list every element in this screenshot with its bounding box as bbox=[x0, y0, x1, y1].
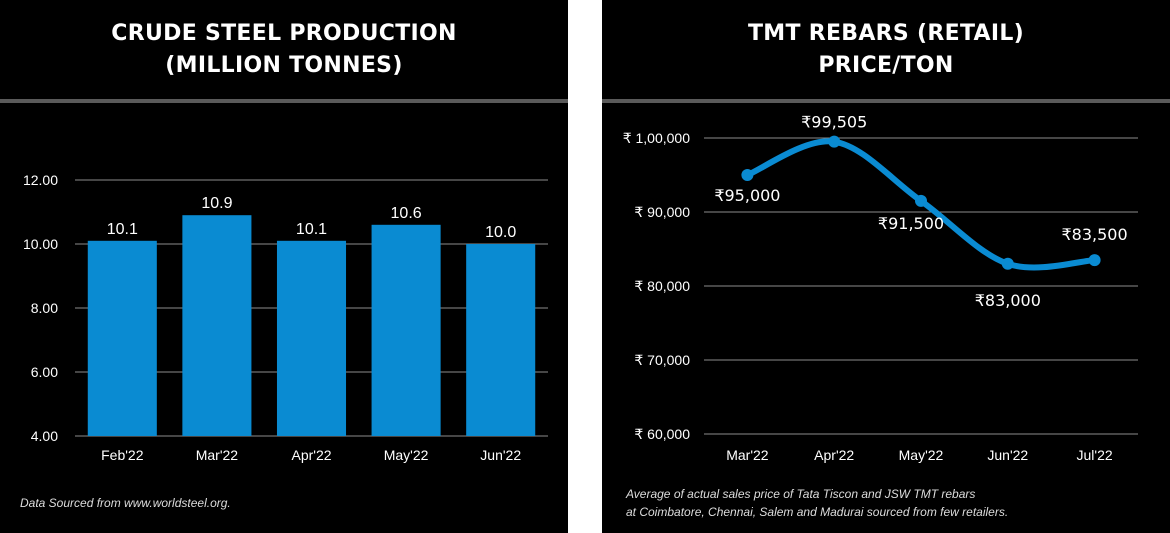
bar-value-label: 10.0 bbox=[485, 224, 516, 241]
price-value-label: ₹83,000 bbox=[975, 291, 1041, 310]
y-tick-label: 8.00 bbox=[31, 300, 58, 316]
chart-title-line-2: PRICE/TON bbox=[818, 53, 954, 78]
price-point bbox=[1088, 254, 1101, 267]
bar-value-label: 10.1 bbox=[107, 221, 138, 238]
bar bbox=[182, 215, 252, 436]
x-tick-label: Apr'22 bbox=[814, 447, 854, 463]
x-tick-label: Jun'22 bbox=[480, 447, 521, 463]
price-point bbox=[915, 194, 927, 207]
price-point bbox=[828, 135, 841, 148]
x-tick-label: May'22 bbox=[899, 447, 944, 463]
header-divider bbox=[602, 99, 1170, 103]
price-value-label: ₹95,000 bbox=[714, 186, 780, 205]
tmt-rebar-panel: TMT REBARS (RETAIL) PRICE/TON ₹ 60,000 ₹ … bbox=[602, 0, 1170, 533]
x-tick-label: Apr'22 bbox=[291, 447, 331, 463]
y-tick-label: ₹ 80,000 bbox=[634, 278, 690, 294]
y-tick-label: ₹ 70,000 bbox=[634, 352, 690, 368]
bar bbox=[466, 244, 536, 436]
price-source-note-line-2: at Coimbatore, Chennai, Salem and Madura… bbox=[626, 505, 1009, 519]
price-source-note-line-1: Average of actual sales price of Tata Ti… bbox=[626, 487, 976, 501]
y-tick-label: ₹ 1,00,000 bbox=[623, 130, 691, 146]
y-tick-label: 12.00 bbox=[23, 172, 58, 188]
crude-steel-header: CRUDE STEEL PRODUCTION (MILLION TONNES) bbox=[0, 0, 568, 100]
x-tick-label: Jun'22 bbox=[987, 447, 1028, 463]
crude-steel-panel: CRUDE STEEL PRODUCTION (MILLION TONNES) … bbox=[0, 0, 568, 533]
bar bbox=[87, 240, 157, 436]
x-tick-label: Jul'22 bbox=[1077, 447, 1113, 463]
price-value-label: ₹83,500 bbox=[1062, 225, 1128, 244]
bar bbox=[276, 240, 347, 436]
header-divider bbox=[0, 99, 568, 103]
tmt-rebar-header: TMT REBARS (RETAIL) PRICE/TON bbox=[602, 0, 1170, 100]
x-tick-label: May'22 bbox=[384, 447, 429, 463]
x-tick-label: Mar'22 bbox=[726, 447, 769, 463]
bar-value-label: 10.9 bbox=[201, 195, 232, 212]
tmt-rebar-line-chart: ₹ 60,000 ₹ 70,000 ₹ 80,000 ₹ 90,000 ₹ 1,00,0… bbox=[623, 113, 1138, 463]
bar bbox=[371, 224, 441, 436]
crude-steel-bar-chart: 4.00 6.00 8.00 10.00 12.00 10.1 Feb'22 10.9 Mar'… bbox=[23, 172, 548, 463]
price-point bbox=[1001, 257, 1014, 270]
bar-value-label: 10.1 bbox=[296, 221, 327, 238]
y-tick-label: ₹ 60,000 bbox=[634, 426, 690, 442]
chart-title-line-1: CRUDE STEEL PRODUCTION bbox=[111, 21, 457, 46]
chart-title-line-1: TMT REBARS (RETAIL) bbox=[747, 21, 1025, 46]
data-source-note: Data Sourced from www.worldsteel.org. bbox=[20, 496, 231, 510]
bar-value-label: 10.6 bbox=[391, 205, 422, 222]
x-tick-label: Feb'22 bbox=[101, 447, 144, 463]
y-tick-label: 4.00 bbox=[31, 428, 58, 444]
x-tick-label: Mar'22 bbox=[196, 447, 239, 463]
price-source-note: Average of actual sales price of Tata Ti… bbox=[626, 485, 1008, 521]
y-tick-label: 6.00 bbox=[31, 364, 58, 380]
chart-title-line-2: (MILLION TONNES) bbox=[165, 53, 403, 78]
y-tick-label: 10.00 bbox=[23, 236, 58, 252]
price-point bbox=[741, 169, 754, 181]
y-tick-label: ₹ 90,000 bbox=[634, 204, 690, 220]
price-value-label: ₹91,500 bbox=[878, 214, 944, 233]
price-value-label: ₹99,505 bbox=[801, 113, 867, 132]
